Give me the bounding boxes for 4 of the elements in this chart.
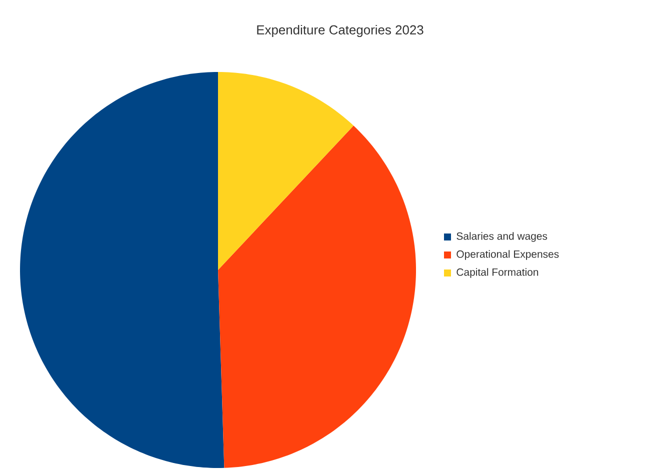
legend-label: Salaries and wages — [456, 232, 548, 242]
legend-label: Capital Formation — [456, 268, 538, 278]
legend-label: Operational Expenses — [456, 250, 559, 260]
chart-title: Expenditure Categories 2023 — [257, 24, 424, 38]
